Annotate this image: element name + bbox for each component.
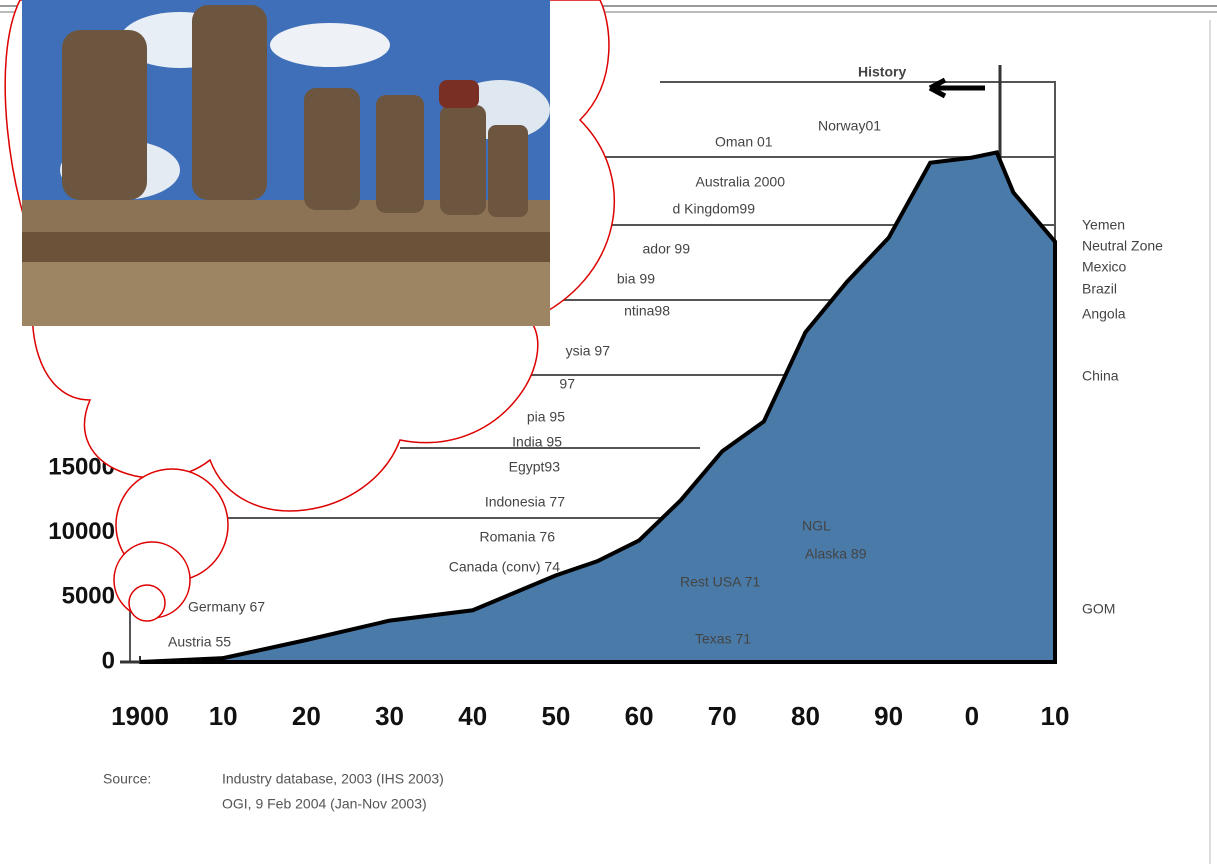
- y-tick-label: 0: [102, 647, 115, 674]
- annotation: Alaska 89: [805, 546, 867, 562]
- annotation: Angola: [1082, 306, 1126, 322]
- x-tick-label: 30: [375, 701, 404, 731]
- annotation: ysia 97: [566, 343, 611, 359]
- annotation: Canada (conv) 74: [449, 559, 561, 575]
- annotation: Norway01: [818, 118, 881, 134]
- source-line: Industry database, 2003 (IHS 2003): [222, 771, 444, 787]
- y-tick-label: 10000: [48, 518, 115, 545]
- annotation: China: [1082, 368, 1119, 384]
- annotation: India 95: [512, 434, 562, 450]
- source-line: OGI, 9 Feb 2004 (Jan-Nov 2003): [222, 796, 427, 812]
- annotation: Romania 76: [480, 529, 556, 545]
- annotation: Mexico: [1082, 259, 1127, 275]
- annotation: NGL: [802, 518, 831, 534]
- x-tick-label: 10: [1041, 701, 1070, 731]
- annotation: Australia 2000: [695, 174, 785, 190]
- x-tick-label: 60: [625, 701, 654, 731]
- source-label: Source:: [103, 771, 151, 787]
- annotation: Oman 01: [715, 134, 773, 150]
- plot-area: [120, 150, 1057, 664]
- annotation: History: [858, 64, 906, 80]
- annotation: bia 99: [617, 271, 655, 287]
- annotation: Texas 71: [695, 631, 751, 647]
- annotation: GOM: [1082, 601, 1115, 617]
- annotation: Neutral Zone: [1082, 238, 1163, 254]
- annotation: Yemen: [1082, 217, 1125, 233]
- annotation: 97: [559, 376, 575, 392]
- x-tick-label: 10: [209, 701, 238, 731]
- x-tick-label: 80: [791, 701, 820, 731]
- x-tick-label: 70: [708, 701, 737, 731]
- x-tick-label: 90: [874, 701, 903, 731]
- annotation: ntina98: [624, 303, 670, 319]
- area: [139, 150, 1057, 664]
- photo: [22, 0, 550, 326]
- annotation: Rest USA 71: [680, 574, 760, 590]
- x-tick-label: 20: [292, 701, 321, 731]
- annotation: d Kingdom99: [672, 201, 755, 217]
- y-tick-label: 5000: [62, 583, 115, 610]
- x-tick-label: 0: [965, 701, 979, 731]
- x-tick-label: 1900: [111, 701, 169, 731]
- x-tick-label: 50: [541, 701, 570, 731]
- annotation: Brazil: [1082, 281, 1117, 297]
- annotation: Egypt93: [509, 459, 561, 475]
- annotation: Austria 55: [168, 634, 231, 650]
- annotation: Indonesia 77: [485, 494, 565, 510]
- annotation: Germany 67: [188, 599, 265, 615]
- annotation: pia 95: [527, 409, 565, 425]
- x-tick-label: 40: [458, 701, 487, 731]
- annotation: ador 99: [643, 241, 691, 257]
